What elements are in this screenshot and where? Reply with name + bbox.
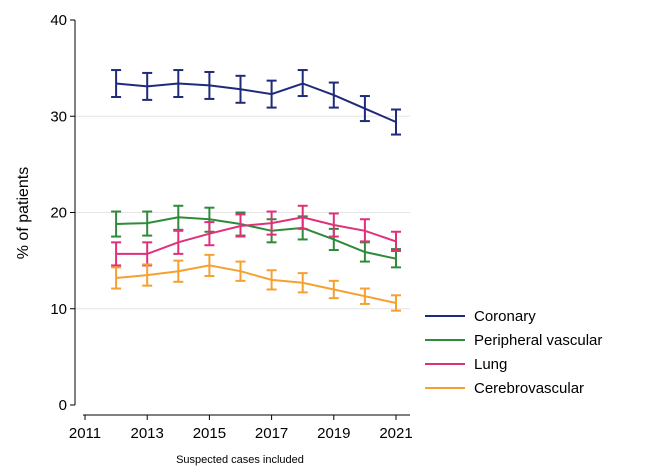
y-tick-label: 0 xyxy=(59,397,67,414)
legend: Coronary Peripheral vascular Lung Cerebrova… xyxy=(425,308,602,397)
series-lung xyxy=(111,204,401,267)
legend-label: Lung xyxy=(474,356,507,373)
x-tick-label: 2021 xyxy=(379,425,412,442)
y-tick-label: 10 xyxy=(50,301,67,318)
x-tick-label: 2017 xyxy=(255,425,288,442)
error-bar xyxy=(235,213,246,238)
axes xyxy=(74,20,410,416)
series-coronary xyxy=(111,69,401,136)
legend-item: Cerebrovascular xyxy=(425,380,584,397)
legend-label: Coronary xyxy=(474,308,536,325)
error-bar xyxy=(297,69,308,98)
series-line xyxy=(116,264,397,304)
x-tick-label: 2011 xyxy=(69,425,101,442)
y-tick-label: 20 xyxy=(50,205,67,222)
x-tick-label: 2015 xyxy=(193,425,226,442)
error-bar xyxy=(359,218,370,243)
series-group xyxy=(111,69,401,312)
error-bar xyxy=(142,210,153,237)
series-line xyxy=(116,216,397,260)
legend-item: Coronary xyxy=(425,308,536,325)
legend-label: Peripheral vascular xyxy=(474,332,602,349)
legend-item: Lung xyxy=(425,356,507,373)
y-tick-label: 30 xyxy=(50,108,67,125)
x-axis-label: Suspected cases included xyxy=(176,454,304,466)
x-tick-label: 2013 xyxy=(131,425,164,442)
series-peripheral-vascular xyxy=(111,204,401,269)
series-cerebrovascular xyxy=(111,253,401,312)
x-axis-ticks: 2011 2013 2015 2017 2019 2021 xyxy=(69,415,413,442)
y-axis-ticks: 0 10 20 30 40 xyxy=(50,12,75,414)
series-line xyxy=(116,82,397,123)
y-axis-label: % of patients xyxy=(15,167,32,260)
x-tick-label: 2019 xyxy=(317,425,350,442)
series-line xyxy=(116,216,397,255)
y-tick-label: 40 xyxy=(50,12,67,29)
legend-item: Peripheral vascular xyxy=(425,332,602,349)
legend-label: Cerebrovascular xyxy=(474,380,584,397)
